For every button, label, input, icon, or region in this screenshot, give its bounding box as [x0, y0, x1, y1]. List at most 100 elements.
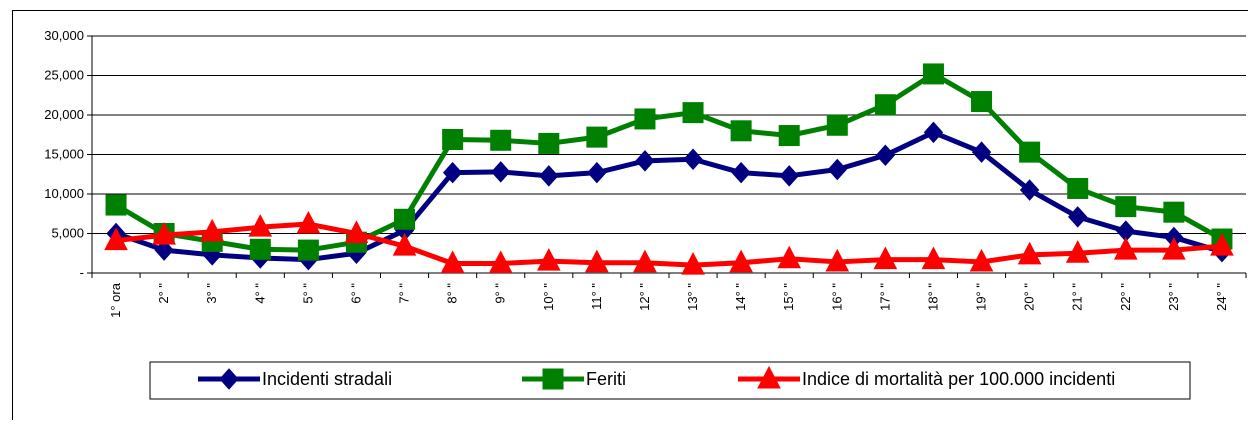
gridlines: [92, 35, 1246, 234]
x-tick-label: 12° ": [637, 283, 652, 311]
legend-label: Feriti: [586, 369, 626, 389]
data-point: [491, 161, 511, 183]
x-tick-label: 22° ": [1118, 283, 1133, 311]
x-tick-label: 6° ": [348, 283, 363, 304]
y-tick-label: 15,000: [44, 147, 84, 162]
data-point: [1068, 206, 1088, 228]
legend-marker: [757, 365, 781, 389]
data-point: [921, 246, 946, 270]
data-point: [539, 165, 559, 187]
data-point: [777, 245, 802, 269]
x-tick-label: 17° ": [877, 283, 892, 311]
data-point: [1162, 237, 1186, 260]
data-point: [633, 249, 657, 273]
y-tick-label: 5,000: [51, 226, 84, 241]
data-point: [1067, 177, 1089, 199]
data-point: [394, 208, 416, 230]
data-point: [779, 165, 799, 187]
x-tick-label: 3° ": [204, 283, 219, 304]
data-point: [1163, 201, 1185, 223]
series-group: [104, 63, 1234, 275]
series-line: [115, 221, 1223, 268]
data-point: [249, 238, 271, 260]
data-point: [873, 246, 898, 270]
data-point: [1113, 237, 1138, 260]
data-point: [442, 161, 463, 184]
legend-label: Incidenti stradali: [262, 369, 392, 389]
data-point: [1115, 196, 1137, 218]
data-point: [969, 248, 994, 272]
y-tick-label: 10,000: [44, 186, 84, 201]
data-point: [971, 141, 992, 163]
y-tick-label: 25,000: [44, 68, 84, 83]
data-point: [538, 132, 560, 154]
data-point: [392, 233, 417, 256]
data-point: [1017, 241, 1042, 265]
data-point: [825, 248, 850, 272]
x-tick-label: 1° ora: [108, 282, 123, 318]
data-point: [488, 250, 513, 274]
data-point: [875, 144, 896, 167]
x-tick-label: 14° ": [733, 283, 748, 311]
data-point: [1019, 141, 1041, 163]
data-point: [1019, 179, 1040, 201]
x-tick-label: 5° ": [300, 283, 315, 304]
data-point: [922, 63, 944, 85]
legend-box: [149, 361, 1191, 400]
y-tick-label: 30,000: [44, 28, 84, 43]
x-tick-label: 20° ": [1022, 283, 1037, 311]
data-point: [585, 249, 609, 273]
data-point: [296, 210, 321, 234]
x-tick-label: 11° ": [589, 283, 604, 310]
series-line: [115, 129, 1223, 263]
data-point: [440, 250, 465, 274]
x-tick-label: 2° ": [156, 283, 171, 304]
x-tick-label: 23° ": [1166, 283, 1181, 311]
data-point: [586, 126, 608, 148]
data-point: [105, 194, 127, 216]
data-point: [200, 218, 225, 242]
data-point: [971, 91, 993, 113]
data-point: [923, 121, 944, 144]
x-tick-label: 21° ": [1070, 283, 1085, 311]
data-point: [729, 249, 753, 273]
data-point: [1210, 233, 1234, 256]
series-2: [105, 63, 1233, 261]
data-point: [490, 129, 512, 151]
data-point: [730, 120, 752, 142]
legend-marker: [219, 368, 239, 390]
series-3: [104, 210, 1234, 275]
data-point: [874, 94, 896, 116]
data-point: [683, 148, 703, 170]
x-tick-label: 16° ": [829, 283, 844, 311]
data-point: [154, 239, 174, 261]
chart-frame: [12, 10, 1248, 420]
data-point: [731, 161, 751, 184]
legend-label: Indice di mortalità per 100.000 incident…: [802, 369, 1115, 389]
data-point: [442, 128, 464, 150]
x-tick-label: 18° ": [925, 283, 940, 311]
y-axis-ticks: - 5,000 10,000 15,000 20,000 25,000 30,000: [44, 28, 92, 280]
legend-marker: [542, 368, 564, 390]
data-point: [827, 158, 847, 181]
data-point: [152, 222, 176, 245]
data-point: [248, 214, 273, 237]
x-tick-label: 8° ": [445, 283, 460, 304]
x-tick-label: 19° ": [974, 283, 989, 311]
data-point: [778, 125, 800, 147]
data-point: [536, 248, 561, 271]
data-point: [344, 220, 369, 243]
data-point: [826, 114, 848, 136]
x-tick-label: 10° ": [541, 283, 556, 311]
data-point: [682, 102, 704, 124]
data-point: [634, 108, 656, 130]
data-point: [587, 161, 607, 184]
x-tick-label: 13° ": [685, 283, 700, 311]
x-tick-label: 24° ": [1214, 283, 1229, 311]
x-axis-ticks: 1° ora 2° " 3° " 4° " 5° " 6° " 7° " 8° " 9° " 10…: [91, 273, 1247, 318]
legend: Incidenti stradali Feriti Indice di mortal…: [149, 361, 1191, 400]
y-tick-label: -: [80, 265, 84, 280]
x-tick-label: 4° ": [252, 283, 267, 304]
x-tick-label: 7° ": [397, 283, 412, 304]
